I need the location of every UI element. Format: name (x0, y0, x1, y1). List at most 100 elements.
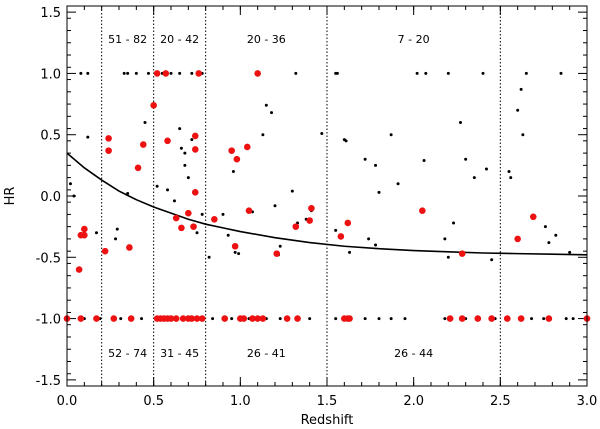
black-data-point (172, 199, 176, 203)
red-data-point (233, 155, 241, 163)
y-tick-label: 0.0 (40, 190, 61, 205)
bin-divider-lines (101, 6, 501, 386)
black-data-point (443, 237, 447, 241)
black-data-point (554, 233, 558, 237)
bin-range-label-top: 20 - 36 (247, 33, 286, 46)
black-data-point (377, 190, 381, 194)
black-data-point (363, 157, 367, 161)
red-data-point (211, 215, 218, 223)
red-data-point (134, 164, 142, 172)
black-data-point (464, 157, 468, 161)
x-axis-title: Redshift (301, 413, 354, 428)
bin-range-label-bottom: 31 - 45 (160, 347, 199, 360)
y-axis-title: HR (3, 187, 18, 206)
black-data-point (568, 250, 572, 254)
black-data-point (143, 120, 147, 124)
black-data-point (178, 71, 182, 75)
black-data-point (183, 151, 187, 155)
black-data-point (367, 237, 371, 241)
black-data-point (446, 255, 450, 259)
red-data-point (172, 315, 180, 322)
red-data-point (190, 223, 197, 230)
black-data-point (519, 87, 523, 91)
black-data-point (207, 255, 211, 259)
black-data-point (509, 176, 513, 180)
red-data-point (306, 217, 313, 224)
black-data-point (363, 317, 367, 321)
red-data-point (93, 315, 100, 322)
black-data-point (94, 231, 98, 235)
black-data-point (542, 317, 546, 321)
black-data-point (126, 71, 130, 75)
y-tick-label: -1.5 (36, 374, 61, 389)
black-data-point (261, 133, 265, 137)
plot-frame (66, 5, 588, 387)
red-data-point (150, 101, 157, 109)
black-data-point (334, 317, 338, 321)
black-data-point (68, 182, 72, 186)
model-curve-layer (66, 152, 588, 256)
black-data-point (422, 158, 426, 162)
black-data-point (178, 127, 182, 131)
black-data-point (443, 317, 447, 321)
red-data-point (243, 143, 251, 151)
bin-range-label-top: 51 - 82 (108, 33, 147, 46)
black-data-point (200, 212, 204, 216)
red-data-point (178, 224, 185, 232)
black-data-point (231, 169, 235, 173)
red-data-point (294, 315, 301, 322)
black-data-point (290, 189, 294, 193)
red-data-point (503, 315, 511, 322)
black-data-point (559, 71, 563, 75)
black-data-point (335, 71, 339, 75)
red-data-point (81, 225, 88, 233)
black-data-point (166, 188, 170, 192)
red-data-point (221, 315, 229, 322)
black-data-point (389, 133, 393, 137)
black-data-point (226, 233, 230, 237)
black-data-point (446, 71, 450, 75)
black-data-point (348, 250, 352, 254)
bin-range-label-bottom: 26 - 41 (247, 347, 286, 360)
red-data-point (153, 70, 161, 77)
black-data-point (221, 212, 225, 216)
red-data-point (346, 315, 353, 322)
red-data-point (254, 70, 261, 77)
red-data-point (254, 315, 261, 322)
black-data-point (452, 221, 456, 225)
black-data-point (543, 225, 547, 229)
red-data-point (249, 315, 256, 322)
bin-range-label-bottom: 26 - 44 (394, 347, 433, 360)
x-tick-label: 1.5 (317, 394, 338, 409)
red-data-point (488, 315, 495, 322)
black-data-point (344, 139, 348, 143)
black-data-point (320, 131, 324, 135)
black-data-point (415, 71, 419, 75)
red-data-point (259, 315, 267, 322)
red-data-point (245, 207, 253, 215)
black-data-point (155, 184, 159, 188)
red-data-point (517, 315, 525, 322)
black-data-point (190, 138, 194, 142)
black-data-point (79, 71, 83, 75)
black-data-point (233, 250, 237, 254)
red-data-point (77, 315, 85, 322)
red-data-point (193, 315, 201, 322)
x-tick-label: 1.0 (230, 394, 251, 409)
black-data-point (278, 317, 282, 321)
black-data-point (507, 169, 511, 173)
black-data-point (270, 111, 274, 115)
black-data-point (374, 243, 378, 247)
red-data-point (231, 242, 239, 250)
x-tick-label: 0.5 (143, 394, 164, 409)
black-data-point (72, 194, 76, 198)
black-data-point (389, 317, 393, 321)
black-data-point (547, 241, 551, 245)
x-tick-label: 2.0 (403, 394, 424, 409)
red-data-point (105, 135, 112, 142)
red-data-point (198, 315, 206, 322)
black-data-point (122, 71, 126, 75)
red-data-point (273, 250, 281, 257)
black-data-point (396, 182, 400, 186)
red-data-point (240, 315, 248, 322)
